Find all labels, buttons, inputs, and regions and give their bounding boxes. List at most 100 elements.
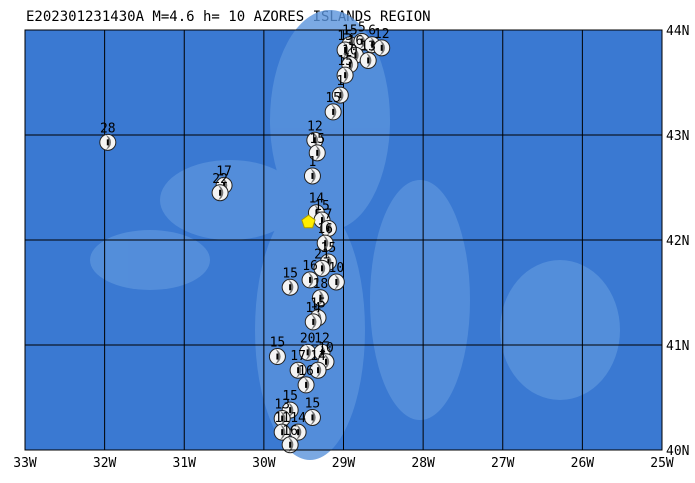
beachball-axis bbox=[327, 259, 330, 266]
beachball-compression bbox=[105, 134, 112, 150]
beachball-axis bbox=[305, 381, 308, 388]
beachball-axis bbox=[324, 358, 327, 365]
beachball-compression bbox=[288, 437, 294, 453]
event-label: 16 bbox=[298, 364, 314, 379]
x-tick-label: 33W bbox=[13, 456, 37, 471]
beachball-compression bbox=[275, 349, 281, 365]
beachball bbox=[303, 167, 321, 185]
event-label: 21 bbox=[314, 247, 330, 262]
event-label: 16 bbox=[302, 259, 318, 274]
x-tick-label: 28W bbox=[411, 456, 435, 471]
beachball-compression bbox=[326, 220, 332, 236]
beachball-compression bbox=[310, 168, 316, 184]
beachball-axis bbox=[106, 139, 109, 146]
event-label: 18 bbox=[313, 277, 329, 292]
beachball-compression bbox=[308, 272, 314, 288]
event-label: 15 bbox=[309, 132, 325, 147]
beachball bbox=[281, 436, 299, 454]
beachball-compression bbox=[326, 254, 332, 270]
beachball-compression bbox=[315, 145, 321, 161]
y-tick-label: 44N bbox=[666, 24, 689, 39]
y-tick-label: 40N bbox=[666, 444, 689, 459]
event-label: 16 bbox=[348, 34, 364, 49]
beachball bbox=[281, 278, 299, 296]
events: 15 5 6121516131015115121511415716151021161… bbox=[99, 21, 391, 454]
beachball-compression bbox=[304, 377, 310, 393]
x-tick-label: 31W bbox=[173, 456, 197, 471]
beachball-axis bbox=[276, 353, 279, 360]
beachball-compression bbox=[347, 57, 354, 73]
event-label: 15 bbox=[337, 54, 353, 69]
beachball-axis bbox=[327, 225, 330, 232]
event-label: 12 bbox=[374, 27, 390, 42]
x-tick-label: 27W bbox=[491, 456, 515, 471]
beachball bbox=[313, 259, 331, 277]
beachball bbox=[373, 39, 391, 57]
beachball-axis bbox=[335, 279, 338, 285]
event-label: 10 bbox=[342, 44, 358, 59]
beachball-axis bbox=[311, 414, 314, 421]
event-label: 15 bbox=[342, 24, 358, 39]
beachball-compression bbox=[353, 47, 359, 63]
beachball-axis bbox=[321, 349, 324, 356]
event-label: 15 bbox=[325, 91, 341, 106]
event-label: 14 bbox=[290, 411, 306, 426]
beachball bbox=[336, 66, 354, 84]
beachball-axis bbox=[367, 57, 370, 64]
beachball-compression bbox=[343, 42, 349, 58]
beachball-axis bbox=[344, 72, 347, 79]
x-tick-label: 25W bbox=[650, 456, 674, 471]
event-label: 5 bbox=[358, 21, 366, 36]
event-label: 15 bbox=[282, 266, 298, 281]
beachball-axis bbox=[371, 41, 374, 48]
beachball-axis bbox=[321, 217, 324, 224]
event-label: 13 bbox=[274, 398, 290, 413]
event-label: 1 bbox=[309, 155, 317, 170]
event-label: 1 bbox=[336, 74, 344, 89]
beachball-axis bbox=[380, 44, 383, 51]
event-label: 17 bbox=[216, 164, 232, 179]
beachball bbox=[303, 408, 321, 426]
beachball bbox=[331, 86, 349, 104]
beachball-compression bbox=[334, 274, 340, 290]
beachball-compression bbox=[316, 362, 322, 378]
beachball bbox=[297, 376, 315, 394]
event-label: 17 bbox=[290, 349, 306, 364]
beachball-axis bbox=[312, 318, 315, 325]
beachball bbox=[301, 271, 319, 289]
event-label: 15 bbox=[305, 396, 321, 411]
beachball-compression bbox=[320, 260, 326, 276]
y-tick-label: 41N bbox=[666, 339, 689, 354]
beachball-compression bbox=[379, 40, 385, 56]
beachball-axis bbox=[344, 46, 347, 53]
event-label: 16 bbox=[317, 222, 333, 237]
beachball bbox=[289, 423, 307, 441]
beachball bbox=[211, 184, 229, 202]
x-tick-label: 32W bbox=[93, 456, 117, 471]
beachball-axis bbox=[317, 367, 320, 374]
event-label: 15 bbox=[321, 241, 337, 256]
beachball-axis bbox=[321, 265, 324, 272]
event-label: 13 bbox=[360, 39, 376, 54]
beachball-compression bbox=[323, 354, 330, 370]
x-tick-label: 26W bbox=[571, 456, 595, 471]
beachball-compression bbox=[331, 104, 337, 120]
beachball bbox=[99, 133, 117, 151]
title: E202301231430A M=4.6 h= 10 AZORES ISLAND… bbox=[26, 9, 431, 25]
beachball-compression bbox=[311, 314, 317, 330]
beachball-compression bbox=[218, 185, 224, 201]
beachball-axis bbox=[306, 349, 309, 356]
y-tick-label: 43N bbox=[666, 129, 689, 144]
event-label: 20 bbox=[300, 331, 316, 346]
beachball bbox=[309, 361, 327, 379]
event-label: 14 bbox=[310, 349, 326, 364]
beachball-axis bbox=[289, 407, 292, 414]
beachball-axis bbox=[297, 367, 300, 374]
beachball-axis bbox=[297, 429, 300, 436]
event-label: 15 bbox=[270, 336, 286, 351]
beachball-compression bbox=[296, 424, 302, 440]
event-label: 12 bbox=[314, 331, 330, 346]
beachball-compression bbox=[323, 235, 329, 251]
beachball-axis bbox=[332, 108, 335, 115]
